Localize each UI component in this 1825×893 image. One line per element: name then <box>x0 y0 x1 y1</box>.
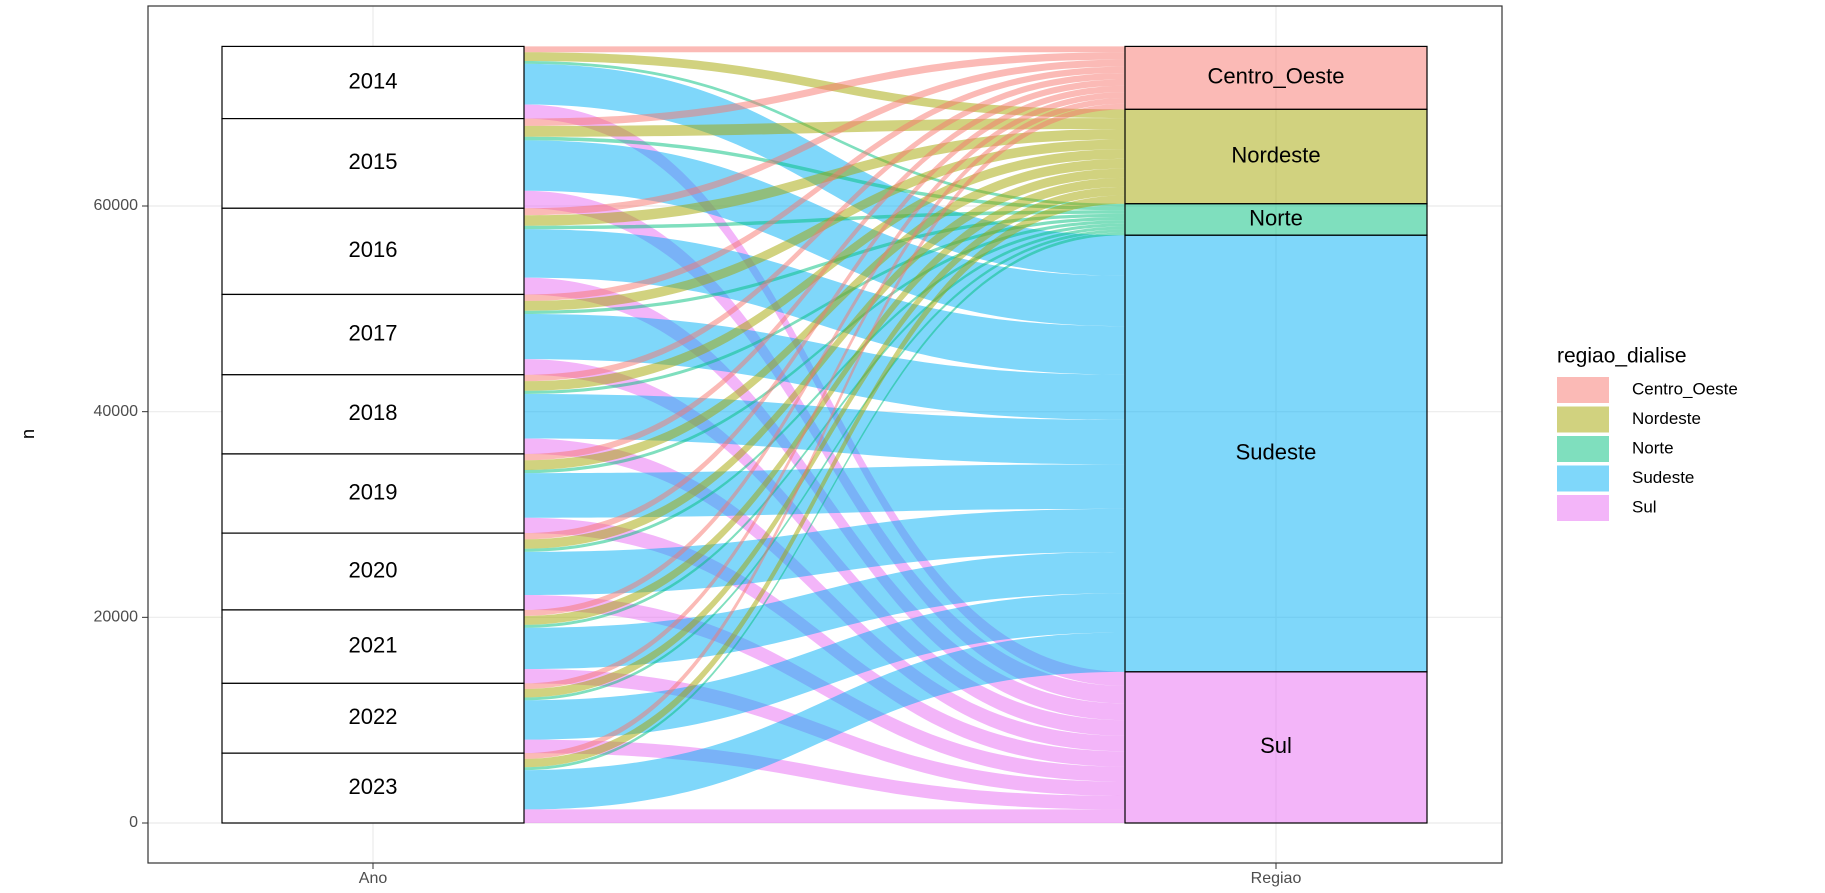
legend-title: regiao_dialise <box>1557 345 1687 368</box>
legend-key <box>1557 465 1609 492</box>
stratum-label: 2019 <box>349 479 398 504</box>
flow <box>524 168 1125 549</box>
flow <box>524 229 1125 701</box>
y-tick-label: 0 <box>129 814 138 831</box>
stratum-label: 2016 <box>349 237 398 262</box>
flow <box>524 61 1125 207</box>
flow <box>524 52 1125 126</box>
flow <box>524 809 1125 823</box>
flow <box>524 229 1125 375</box>
legend-label: Centro_Oeste <box>1632 379 1738 398</box>
stratum-label: Sul <box>1260 733 1292 758</box>
flow <box>524 128 1125 226</box>
y-tick-label: 20000 <box>94 609 139 626</box>
stratum <box>221 752 525 824</box>
stratum <box>1125 671 1427 823</box>
stratum-label: 2021 <box>349 632 398 657</box>
flow <box>524 59 1125 216</box>
stratum-label: 2017 <box>349 320 398 345</box>
legend-key <box>1557 377 1609 403</box>
stratum <box>221 207 525 296</box>
flow <box>524 313 1125 420</box>
flow <box>524 217 1125 394</box>
strata: 2014 2015 2016 2017 2018 2019 2020 2021 2022 2023… <box>221 45 1428 824</box>
flow <box>524 46 1125 53</box>
flow <box>524 98 1125 690</box>
legend-label: Sul <box>1632 497 1657 516</box>
flow <box>524 85 1125 540</box>
stratum-border <box>1124 671 1428 824</box>
legend-label: Norte <box>1632 438 1674 457</box>
x-tick-label: Ano <box>359 870 388 887</box>
stratum-label: Nordeste <box>1231 142 1320 167</box>
flow <box>524 517 1125 767</box>
stratum <box>1125 46 1427 110</box>
flow <box>524 73 1125 382</box>
stratum <box>1125 235 1427 672</box>
stratum <box>221 453 525 534</box>
stratum-label: 2014 <box>349 68 398 93</box>
stratum-label: 2023 <box>349 774 398 799</box>
legend-key <box>1557 495 1609 521</box>
flow <box>524 92 1125 616</box>
y-tick-label: 40000 <box>94 403 139 420</box>
stratum-label: 2015 <box>349 149 398 174</box>
flow <box>524 632 1125 810</box>
stratum <box>221 609 525 684</box>
flows <box>524 46 1125 823</box>
flow <box>524 223 1125 552</box>
flow <box>524 103 1125 759</box>
stratum <box>221 682 525 754</box>
legend-key <box>1557 436 1609 462</box>
stratum-label: Norte <box>1249 205 1303 230</box>
flow <box>524 226 1125 628</box>
flow <box>524 195 1125 768</box>
panel-border <box>147 5 1503 864</box>
stratum <box>221 374 525 455</box>
stratum <box>1125 203 1427 236</box>
stratum-label: 2020 <box>349 557 398 582</box>
stratum <box>221 118 525 209</box>
stratum-label: Sudeste <box>1236 439 1317 464</box>
flow <box>524 66 1125 301</box>
legend: Centro_Oeste Nordeste Norte Sudeste Sul <box>1557 377 1738 521</box>
stratum-label: 2018 <box>349 400 398 425</box>
flow <box>524 213 1125 314</box>
flow <box>524 177 1125 625</box>
stratum <box>221 45 525 120</box>
legend-key <box>1557 406 1609 433</box>
flow <box>524 186 1125 698</box>
stratum <box>1125 109 1427 204</box>
stratum-label: Centro_Oeste <box>1208 64 1345 89</box>
y-axis-label: n <box>18 429 38 439</box>
flow <box>524 232 1125 771</box>
stratum <box>221 293 525 376</box>
x-tick-label: Regiao <box>1251 870 1302 887</box>
legend-label: Nordeste <box>1632 409 1701 428</box>
flow <box>524 52 1125 119</box>
y-tick-label: 60000 <box>94 197 139 214</box>
flow <box>524 595 1125 782</box>
flow <box>524 79 1125 461</box>
stratum-label: 2022 <box>349 704 398 729</box>
flow <box>524 220 1125 474</box>
stratum <box>221 532 525 611</box>
legend-label: Sudeste <box>1632 468 1694 487</box>
